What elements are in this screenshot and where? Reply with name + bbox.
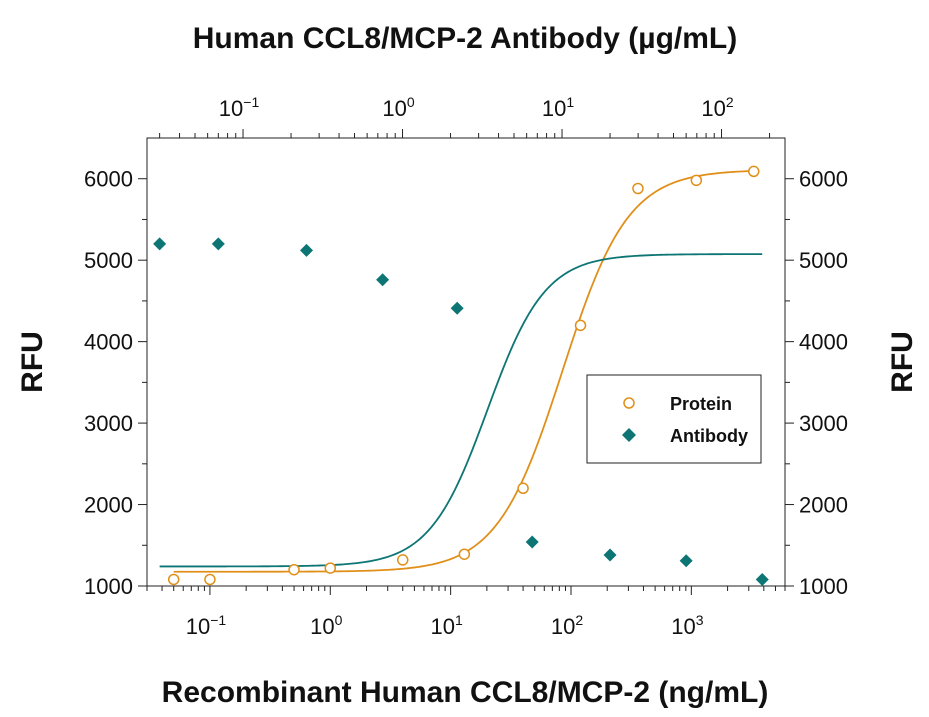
x-tick-label-bottom: 102 (551, 612, 583, 639)
x-tick-base: 10 (671, 614, 695, 639)
y-tick-label-right: 5000 (799, 248, 848, 273)
antibody-point (525, 535, 539, 549)
legend-protein-label: Protein (670, 394, 732, 414)
x-top-tick-base: 10 (542, 96, 566, 121)
protein-point (748, 165, 760, 178)
x-axis-label: Recombinant Human CCL8/MCP-2 (ng/mL) (162, 676, 769, 709)
y-tick-label-left: 3000 (84, 411, 133, 436)
protein-point (458, 548, 471, 560)
x-tick-label-bottom: 10−1 (186, 612, 227, 639)
protein-point (690, 174, 703, 187)
x-top-tick-base: 10 (382, 96, 406, 121)
y-tick-label-left: 5000 (84, 248, 133, 273)
x-top-tick-exponent: 0 (407, 94, 415, 110)
protein-point (396, 554, 409, 566)
legend-antibody-marker (622, 428, 636, 442)
x-tick-base: 10 (430, 614, 454, 639)
x-tick-exponent: 3 (696, 612, 704, 628)
legend-antibody-label: Antibody (670, 426, 748, 446)
antibody-point (679, 554, 693, 568)
y-tick-label-left: 1000 (84, 574, 133, 599)
protein-point (517, 482, 529, 495)
plot-frame (146, 137, 786, 587)
protein-point (632, 182, 644, 195)
y-tick-label-left: 6000 (84, 167, 133, 192)
y-tick-label-left: 4000 (84, 330, 133, 355)
protein-point (204, 573, 216, 586)
y-axis-label-right: RFU (886, 331, 919, 393)
protein-point (288, 563, 300, 576)
y-tick-label-right: 6000 (799, 167, 848, 192)
antibody-point (755, 572, 769, 586)
antibody-point (450, 301, 464, 315)
legend-protein-marker (623, 397, 635, 409)
x-top-tick-exponent: −1 (243, 94, 259, 110)
x-tick-label-top: 101 (542, 94, 574, 121)
x-tick-exponent: 2 (575, 612, 583, 628)
x-tick-label-bottom: 100 (310, 612, 342, 639)
chart-title: Human CCL8/MCP-2 Antibody (µg/mL) (193, 22, 737, 55)
legend: Protein Antibody (586, 374, 762, 464)
x-top-tick-exponent: 1 (566, 94, 574, 110)
x-tick-label-top: 100 (382, 94, 414, 121)
fit-curve-antibody (159, 253, 763, 568)
antibody-point (376, 273, 390, 287)
protein-point (167, 573, 180, 586)
legend-box (586, 374, 762, 464)
x-tick-exponent: 0 (335, 612, 343, 628)
y-tick-label-left: 2000 (84, 493, 133, 518)
antibody-point (153, 237, 167, 251)
x-tick-label-top: 10−1 (219, 94, 260, 121)
x-top-tick-base: 10 (701, 96, 725, 121)
y-tick-label-right: 4000 (799, 330, 848, 355)
x-tick-label-bottom: 101 (430, 612, 462, 639)
x-tick-base: 10 (186, 614, 210, 639)
y-axis-label-left: RFU (16, 331, 49, 393)
y-tick-label-right: 1000 (799, 574, 848, 599)
x-tick-base: 10 (551, 614, 575, 639)
x-top-tick-exponent: 2 (726, 94, 734, 110)
antibody-point (211, 237, 225, 251)
x-tick-exponent: −1 (210, 612, 226, 628)
y-tick-label-right: 3000 (799, 411, 848, 436)
y-tick-label-right: 2000 (799, 493, 848, 518)
antibody-point (300, 243, 313, 257)
data-points (153, 165, 769, 586)
fit-curves (159, 170, 763, 573)
protein-point (574, 319, 587, 332)
x-tick-exponent: 1 (455, 612, 463, 628)
antibody-point (603, 548, 617, 562)
fit-curve-protein (173, 170, 754, 573)
x-top-tick-base: 10 (219, 96, 243, 121)
x-tick-label-top: 102 (701, 94, 733, 121)
x-tick-base: 10 (310, 614, 334, 639)
x-tick-label-bottom: 103 (671, 612, 703, 639)
protein-point (324, 562, 337, 574)
